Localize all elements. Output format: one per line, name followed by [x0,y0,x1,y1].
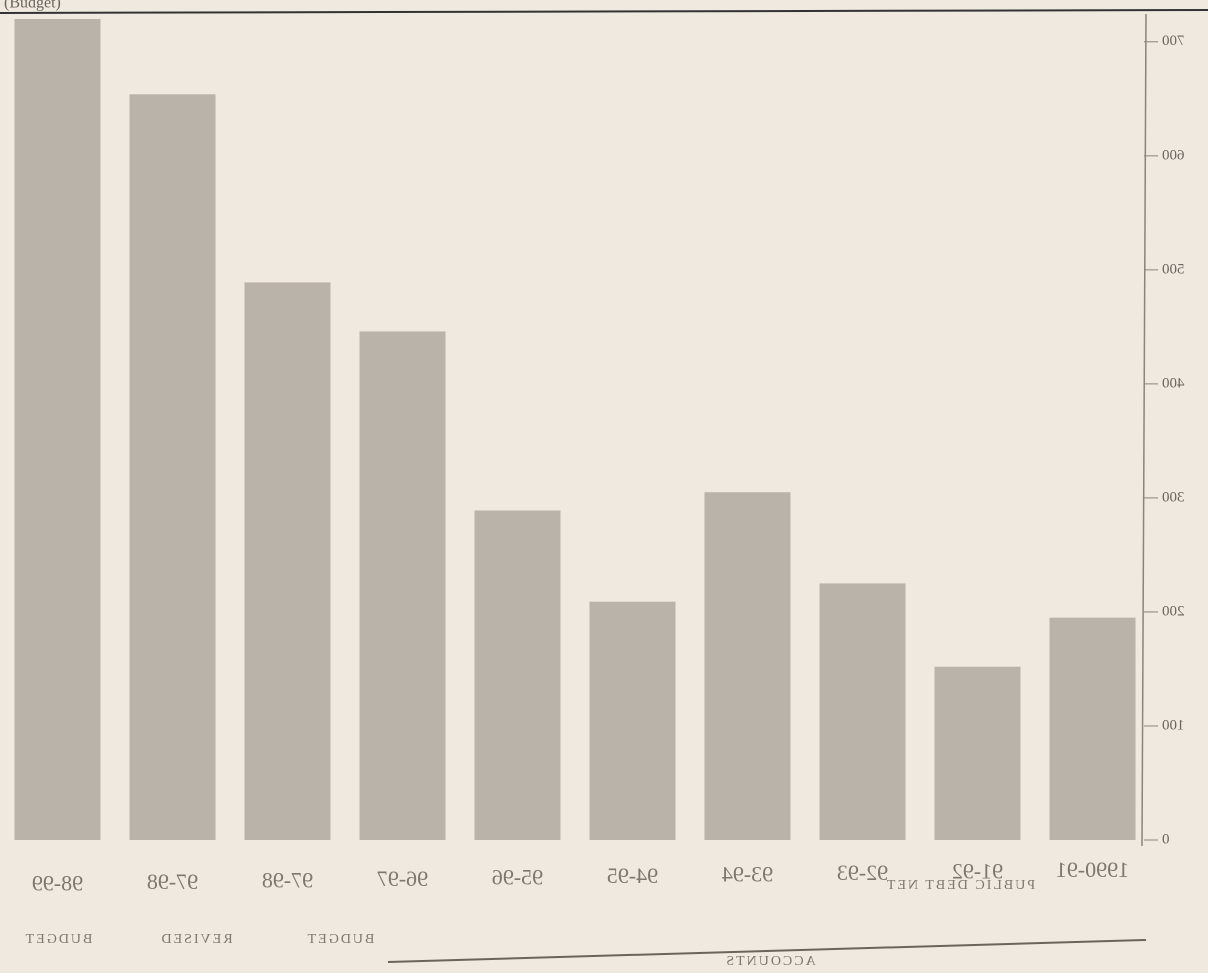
y-tick-label: 200 [1162,603,1185,619]
chart-title: (Budget) [4,0,61,12]
accounts-arrow [387,939,1147,963]
annotation: PUBLIC DEBT NET [885,878,1035,893]
x-tick-label: 96-97 [377,866,428,891]
bar [359,331,446,840]
annotation: BUDGET [306,932,375,947]
y-tick-label: 700 [1162,33,1185,49]
x-tick-label: 94-95 [607,863,658,888]
y-axis [1141,13,1147,847]
y-tick-label: 500 [1162,261,1185,277]
annotation: ACCOUNTS [724,954,815,969]
y-tick-label: 0 [1162,831,1170,847]
bar [474,510,561,840]
bar [14,19,101,840]
y-tick-label: 300 [1162,489,1185,505]
x-tick-label: 97-98 [262,868,313,893]
annotation: BUDGET [24,932,93,947]
y-tick-label: 100 [1162,717,1185,733]
bar [1049,617,1136,840]
x-tick-label: 98-99 [32,871,83,896]
y-tick-label: 600 [1162,147,1185,163]
bar [819,583,906,840]
bar [129,94,216,841]
bar [589,601,676,840]
bar [244,282,331,840]
x-tick-label: 91-92 [952,859,1003,884]
annotation: REVISED [159,932,232,947]
x-tick-label: 97-98 [147,869,198,894]
x-tick-label: 1990-91 [1056,857,1129,882]
bar [934,666,1021,840]
x-tick-label: 92-93 [837,860,888,885]
x-tick-label: 95-96 [492,865,543,890]
bar [704,492,791,840]
y-tick-label: 400 [1162,375,1185,391]
x-tick-label: 93-94 [722,862,773,887]
mirrored-plot: 0 100 200 300 400 500 600 700 1990-91 91-92 92-93 9… [14,13,1185,969]
top-rule [0,9,1208,14]
